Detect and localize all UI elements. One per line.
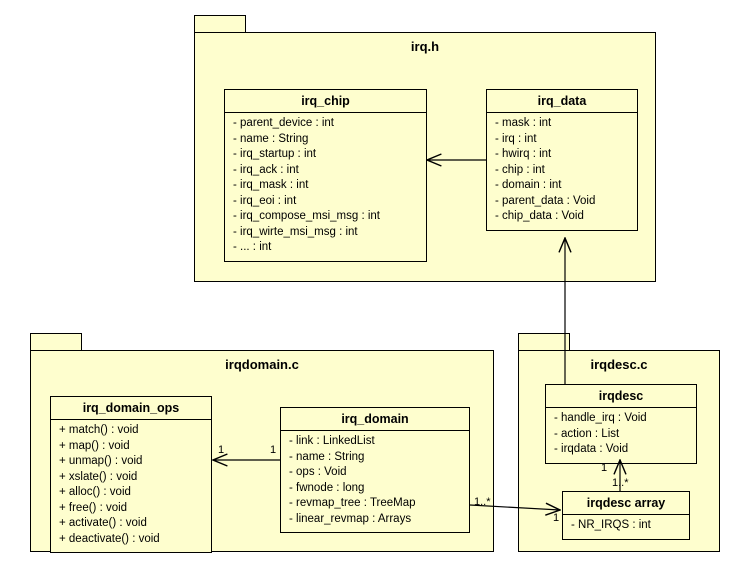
- class-body: - NR_IRQS : int: [563, 515, 689, 539]
- class-attribute: - link : LinkedList: [289, 434, 461, 450]
- class-title: irqdesc array: [563, 492, 689, 515]
- class-attribute: - ops : Void: [289, 465, 461, 481]
- package-tab: [194, 15, 246, 32]
- package-title: irqdesc.c: [519, 351, 719, 382]
- multiplicity: 1: [601, 462, 607, 474]
- class-attribute: + free() : void: [59, 501, 203, 517]
- class-attribute: - irq_mask : int: [233, 178, 418, 194]
- class-irq-data: irq_data - mask : int- irq : int- hwirq …: [486, 89, 638, 231]
- class-body: - mask : int- irq : int- hwirq : int- ch…: [487, 113, 637, 230]
- class-irqdesc-array: irqdesc array - NR_IRQS : int: [562, 491, 690, 540]
- multiplicity: 1: [218, 444, 224, 456]
- class-attribute: + map() : void: [59, 439, 203, 455]
- multiplicity: 1: [270, 444, 276, 456]
- class-attribute: + alloc() : void: [59, 485, 203, 501]
- class-attribute: - irq_eoi : int: [233, 194, 418, 210]
- class-title: irq_domain: [281, 408, 469, 431]
- class-attribute: - irq_startup : int: [233, 147, 418, 163]
- multiplicity: 1: [553, 512, 559, 524]
- class-attribute: - ... : int: [233, 240, 418, 256]
- class-attribute: - irq_wirte_msi_msg : int: [233, 225, 418, 241]
- class-attribute: - name : String: [233, 132, 418, 148]
- multiplicity: 1..*: [612, 477, 629, 489]
- class-attribute: - action : List: [554, 427, 688, 443]
- class-attribute: + activate() : void: [59, 516, 203, 532]
- class-title: irq_chip: [225, 90, 426, 113]
- class-attribute: + xslate() : void: [59, 470, 203, 486]
- class-attribute: - chip_data : Void: [495, 209, 629, 225]
- class-title: irq_data: [487, 90, 637, 113]
- class-attribute: + deactivate() : void: [59, 532, 203, 548]
- class-attribute: + unmap() : void: [59, 454, 203, 470]
- class-attribute: - domain : int: [495, 178, 629, 194]
- class-body: - parent_device : int- name : String- ir…: [225, 113, 426, 261]
- class-attribute: - fwnode : long: [289, 481, 461, 497]
- class-attribute: - parent_device : int: [233, 116, 418, 132]
- class-attribute: - linear_revmap : Arrays: [289, 512, 461, 528]
- package-tab: [518, 333, 570, 350]
- class-attribute: - revmap_tree : TreeMap: [289, 496, 461, 512]
- class-attribute: + match() : void: [59, 423, 203, 439]
- class-attribute: - hwirq : int: [495, 147, 629, 163]
- class-title: irq_domain_ops: [51, 397, 211, 420]
- class-title: irqdesc: [546, 385, 696, 408]
- class-attribute: - mask : int: [495, 116, 629, 132]
- class-body: + match() : void+ map() : void+ unmap() …: [51, 420, 211, 552]
- class-attribute: - irq_ack : int: [233, 163, 418, 179]
- package-title: irq.h: [195, 33, 655, 64]
- multiplicity: 1..*: [474, 496, 491, 508]
- class-irqdesc: irqdesc - handle_irq : Void- action : Li…: [545, 384, 697, 464]
- class-irq-domain-ops: irq_domain_ops + match() : void+ map() :…: [50, 396, 212, 553]
- class-attribute: - NR_IRQS : int: [571, 518, 681, 534]
- class-body: - link : LinkedList- name : String- ops …: [281, 431, 469, 532]
- class-attribute: - irq : int: [495, 132, 629, 148]
- class-attribute: - parent_data : Void: [495, 194, 629, 210]
- class-attribute: - irqdata : Void: [554, 442, 688, 458]
- package-title: irqdomain.c: [31, 351, 493, 382]
- package-tab: [30, 333, 82, 350]
- class-attribute: - name : String: [289, 450, 461, 466]
- class-body: - handle_irq : Void- action : List- irqd…: [546, 408, 696, 463]
- class-irq-chip: irq_chip - parent_device : int- name : S…: [224, 89, 427, 262]
- class-irq-domain: irq_domain - link : LinkedList- name : S…: [280, 407, 470, 533]
- class-attribute: - chip : int: [495, 163, 629, 179]
- class-attribute: - irq_compose_msi_msg : int: [233, 209, 418, 225]
- class-attribute: - handle_irq : Void: [554, 411, 688, 427]
